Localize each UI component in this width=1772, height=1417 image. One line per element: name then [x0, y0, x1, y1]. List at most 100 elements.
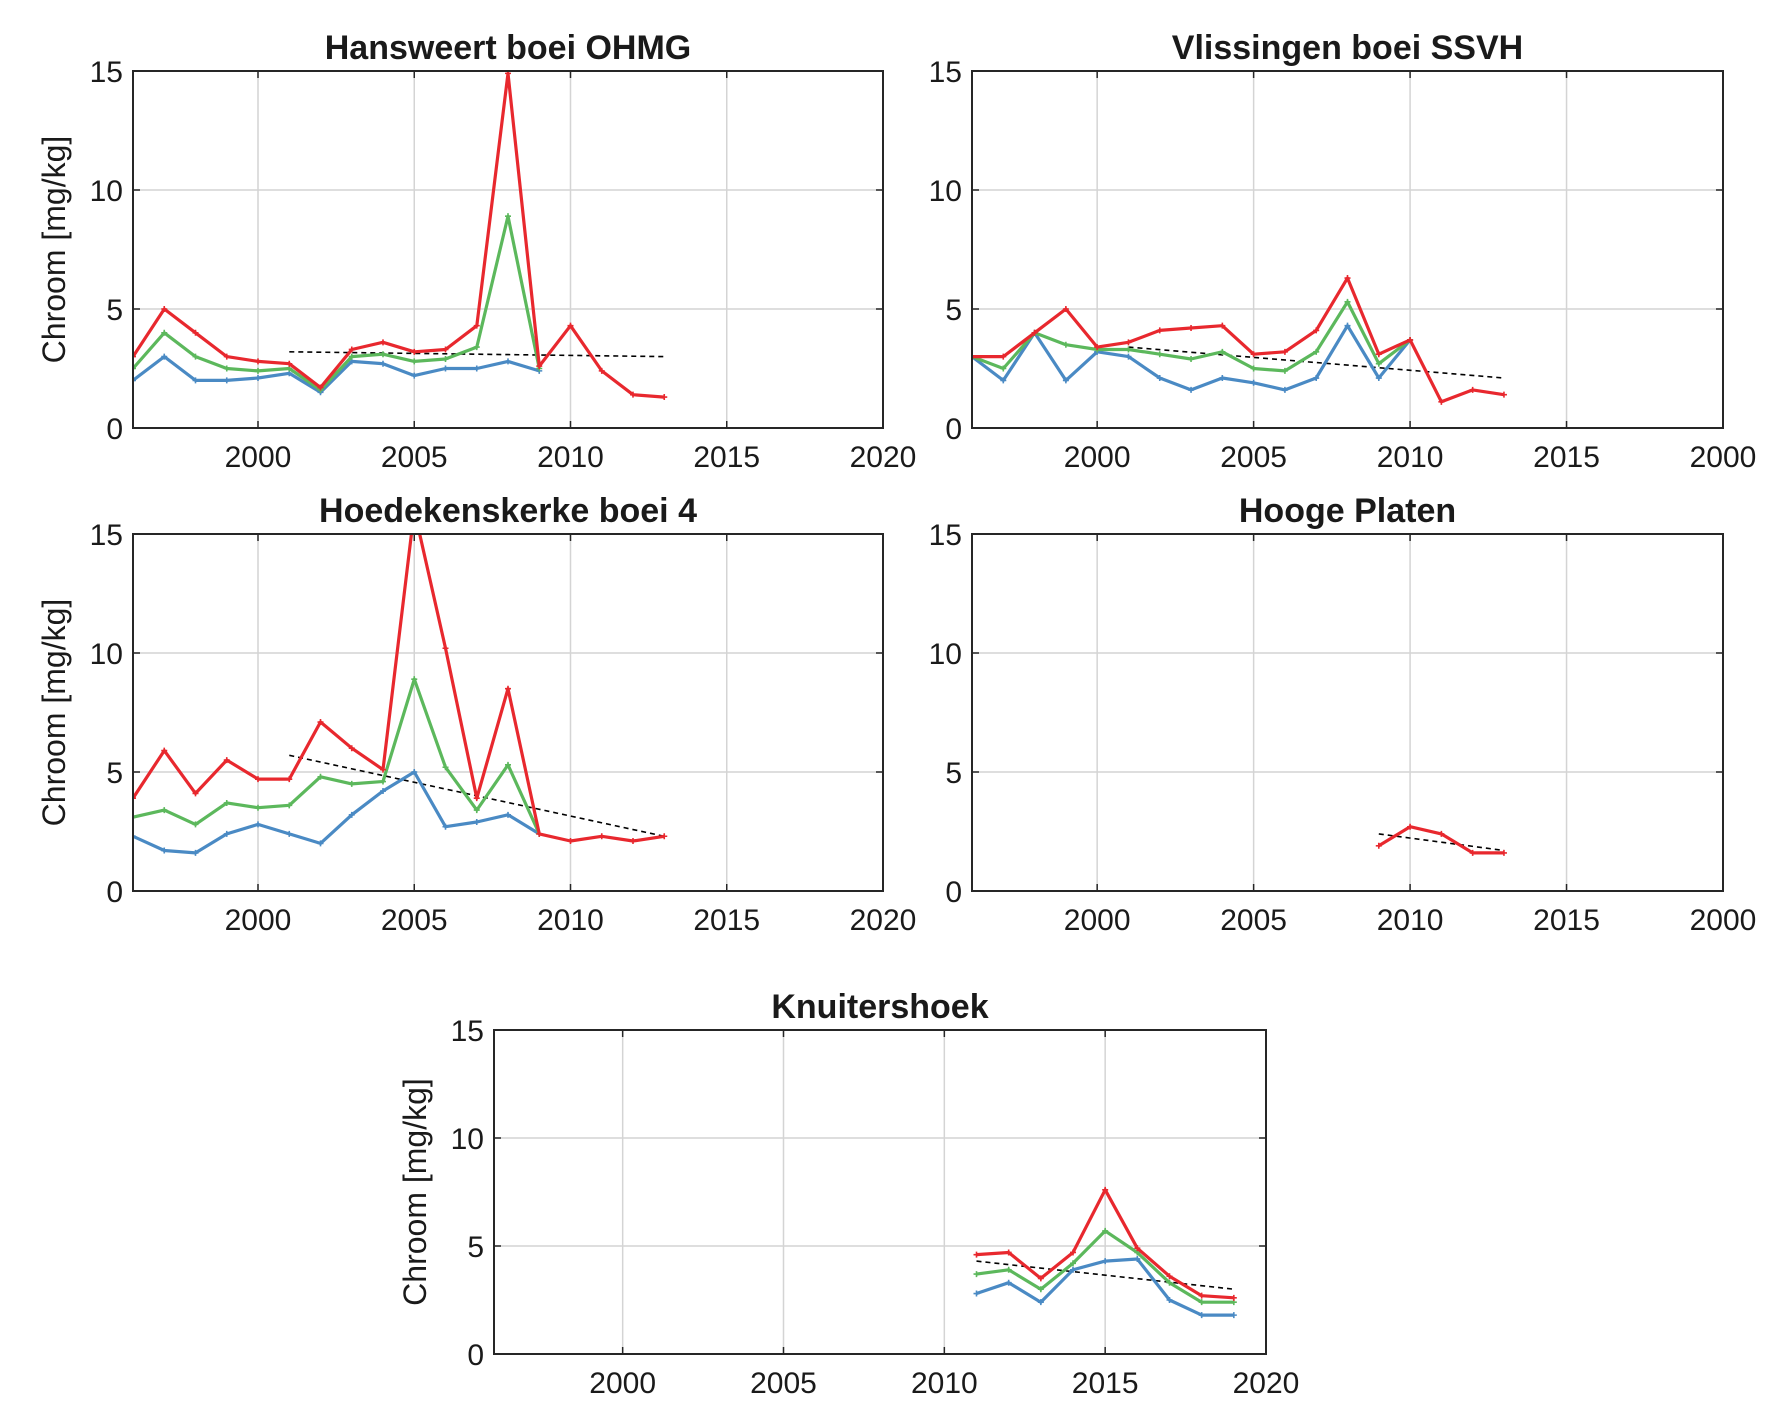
axes-frame — [971, 533, 1724, 892]
data-point-red — [161, 747, 168, 754]
data-point-red — [1188, 325, 1195, 332]
data-point-green — [1156, 351, 1163, 358]
data-point-red — [1407, 823, 1414, 830]
plot-area — [494, 1030, 1266, 1354]
y-tick-label: 15 — [929, 519, 962, 552]
x-tick-label: 2010 — [537, 904, 604, 937]
data-point-red — [348, 346, 355, 353]
data-point-blue — [1062, 377, 1069, 384]
data-point-blue — [1219, 375, 1226, 382]
data-point-blue — [286, 830, 293, 837]
data-point-green — [1125, 346, 1132, 353]
y-tick-label: 0 — [467, 1339, 484, 1372]
data-point-red — [1281, 348, 1288, 355]
data-point-red — [1070, 1249, 1076, 1256]
series-group — [133, 71, 668, 401]
x-tick-label: 2000 — [1690, 441, 1757, 474]
data-point-blue — [973, 1290, 980, 1297]
data-point-green — [1344, 298, 1351, 305]
data-point-blue — [161, 353, 168, 360]
trend-line — [976, 1260, 1234, 1290]
data-point-green — [348, 780, 355, 787]
data-point-green — [1198, 1299, 1205, 1306]
x-tick-label: 2005 — [750, 1367, 817, 1400]
data-point-red — [661, 394, 668, 401]
data-point-red — [1037, 1275, 1044, 1282]
data-point-blue — [1281, 386, 1288, 393]
data-point-red — [1005, 1249, 1012, 1256]
data-point-red — [348, 745, 355, 752]
panel-4: 2000 2005 2010 2015 2020 0 5 10 15 Knuitershoek Ch… — [397, 988, 1299, 1400]
data-point-green — [473, 807, 480, 814]
data-point-red — [1250, 351, 1257, 358]
data-point-red — [1375, 842, 1382, 849]
panel-title: Hoedekenskerke boei 4 — [319, 492, 697, 530]
data-point-blue — [1313, 375, 1320, 382]
data-point-red — [286, 360, 293, 367]
data-point-green — [1005, 1266, 1012, 1273]
x-tick-label: 2005 — [381, 904, 448, 937]
y-tick-label: 15 — [90, 56, 123, 89]
trend-line — [1378, 833, 1505, 852]
data-point-red — [255, 776, 261, 783]
y-tick-label: 10 — [90, 175, 123, 208]
series-group — [973, 1186, 1237, 1319]
data-point-red — [1166, 1273, 1173, 1280]
x-tick-label: 2000 — [589, 1367, 656, 1400]
panel-title: Knuitershoek — [771, 988, 988, 1026]
series-group — [972, 275, 1507, 405]
x-tick-label: 2010 — [911, 1367, 978, 1400]
data-point-green — [1250, 365, 1257, 372]
data-point-green — [161, 807, 168, 814]
plot-area — [972, 534, 1723, 891]
series-line-red — [972, 276, 1505, 404]
y-axis-label: Chroom [mg/kg] — [36, 599, 72, 827]
y-tick-label: 0 — [945, 413, 962, 446]
data-point-red — [317, 719, 324, 726]
data-point-green — [973, 1271, 980, 1278]
axes-frame — [493, 1029, 1267, 1355]
x-tick-label: 2020 — [850, 904, 917, 937]
data-point-green — [1062, 341, 1069, 348]
y-tick-label: 15 — [451, 1015, 484, 1048]
data-point-blue — [1037, 1299, 1044, 1306]
data-point-blue — [473, 818, 480, 825]
data-point-red — [223, 757, 230, 764]
data-point-red — [630, 838, 636, 845]
data-point-red — [1062, 306, 1069, 312]
data-point-red — [505, 685, 511, 692]
y-tick-label: 0 — [106, 876, 123, 909]
data-point-red — [972, 353, 975, 360]
series-group — [133, 534, 668, 856]
y-tick-label: 5 — [945, 294, 962, 327]
x-tick-label: 2005 — [381, 441, 448, 474]
data-point-green — [505, 213, 511, 220]
data-point-blue — [411, 769, 418, 775]
data-point-green — [1000, 365, 1007, 372]
panel-title: Hooge Platen — [1239, 492, 1456, 530]
data-point-red — [1407, 336, 1414, 343]
data-point-red — [598, 833, 605, 840]
data-point-blue — [317, 840, 324, 847]
data-point-red — [536, 830, 543, 837]
data-point-red — [1125, 339, 1132, 346]
data-point-green — [411, 676, 418, 683]
data-point-blue — [192, 377, 199, 384]
data-point-red — [1500, 391, 1507, 398]
data-point-blue — [1166, 1297, 1173, 1303]
data-point-red — [473, 795, 480, 802]
data-point-green — [1070, 1260, 1076, 1267]
series-line-green — [133, 677, 541, 835]
axes-frame — [971, 70, 1724, 429]
data-point-red — [567, 838, 574, 845]
x-tick-label: 2015 — [1533, 441, 1600, 474]
data-point-red — [255, 358, 261, 365]
data-point-red — [133, 353, 136, 360]
x-tick-label: 2000 — [1064, 904, 1131, 937]
panel-3: 2000 2005 2010 2015 2000 0 5 10 15 Hooge Platen — [929, 492, 1757, 937]
x-tick-label: 2010 — [537, 441, 604, 474]
data-point-red — [442, 645, 449, 652]
data-point-blue — [255, 375, 261, 382]
y-tick-label: 5 — [467, 1231, 484, 1264]
data-point-green — [1037, 1286, 1044, 1293]
